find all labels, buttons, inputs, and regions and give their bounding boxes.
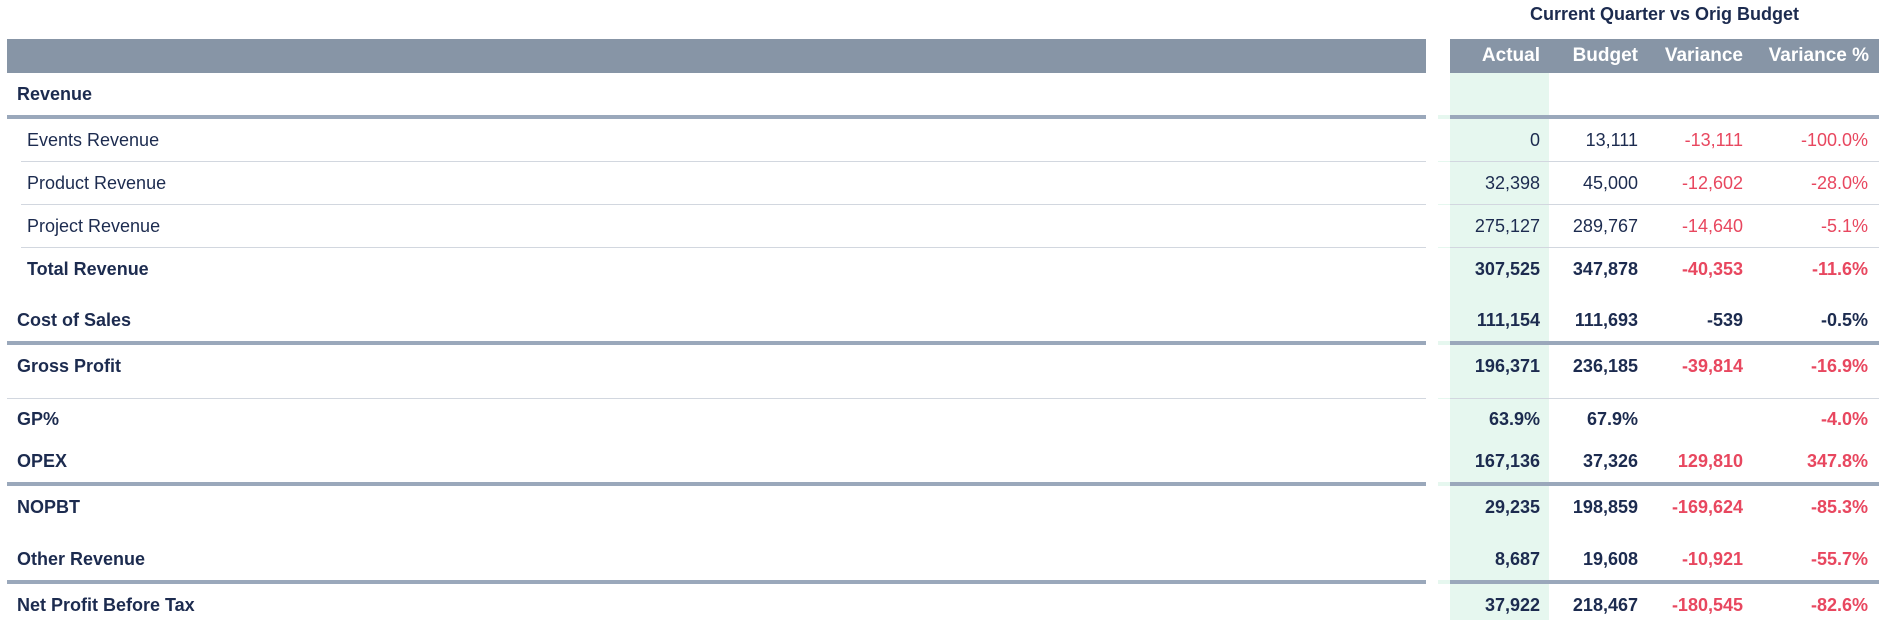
row-divider xyxy=(21,204,1426,205)
cell-actual: 37,922 xyxy=(1484,595,1540,615)
row-label: Other Revenue xyxy=(17,549,146,569)
cell-variance: -14,640 xyxy=(1681,216,1743,236)
table-row: Events Revenue 0 13,111 -13,111 -100.0% xyxy=(0,125,1890,155)
column-header-actual[interactable]: Actual xyxy=(1481,45,1540,66)
divider-gap xyxy=(1438,204,1450,205)
divider-gap xyxy=(1438,580,1450,584)
cell-actual: 275,127 xyxy=(1474,216,1540,236)
column-header-variance[interactable]: Variance xyxy=(1664,45,1743,66)
table-row: OPEX 167,136 37,326 129,810 347.8% xyxy=(0,446,1890,476)
cell-variance-pct: -11.6% xyxy=(1811,259,1868,279)
divider-gap xyxy=(1438,247,1450,248)
cell-actual: 8,687 xyxy=(1494,549,1540,569)
row-divider xyxy=(7,398,1426,399)
table-row: Product Revenue 32,398 45,000 -12,602 -28.0% xyxy=(0,168,1890,198)
cell-actual: 32,398 xyxy=(1484,173,1540,193)
row-label: Total Revenue xyxy=(27,259,149,279)
table-row: GP% 63.9% 67.9% -4.0% xyxy=(0,404,1890,434)
table-header-left xyxy=(7,39,1426,73)
divider-gap xyxy=(1438,482,1450,486)
column-header-budget[interactable]: Budget xyxy=(1572,45,1638,66)
row-label: OPEX xyxy=(17,451,68,471)
table-row: Cost of Sales 111,154 111,693 -539 -0.5% xyxy=(0,305,1890,335)
cell-actual: 167,136 xyxy=(1474,451,1540,471)
cell-variance: -40,353 xyxy=(1681,259,1743,279)
cell-variance: -169,624 xyxy=(1671,497,1743,517)
row-divider xyxy=(1450,398,1879,399)
row-label: Revenue xyxy=(17,84,93,104)
cell-variance: -10,921 xyxy=(1681,549,1743,569)
divider-gap xyxy=(1438,341,1450,345)
cell-actual: 63.9% xyxy=(1488,409,1540,429)
section-divider xyxy=(7,341,1426,345)
cell-budget: 347,878 xyxy=(1572,259,1638,279)
table-row: Net Profit Before Tax 37,922 218,467 -180,5… xyxy=(0,590,1890,620)
row-label: Project Revenue xyxy=(27,216,161,236)
table-row: Revenue xyxy=(0,79,1890,109)
section-divider xyxy=(1450,115,1879,119)
cell-variance-pct: -82.6% xyxy=(1810,595,1868,615)
row-label: Product Revenue xyxy=(27,173,167,193)
row-divider xyxy=(1450,247,1879,248)
table-row: NOPBT 29,235 198,859 -169,624 -85.3% xyxy=(0,492,1890,522)
cell-budget: 13,111 xyxy=(1585,130,1638,150)
section-divider xyxy=(1450,341,1879,345)
section-divider xyxy=(1450,580,1879,584)
divider-gap xyxy=(1438,115,1450,119)
cell-variance-pct: -0.5% xyxy=(1820,310,1868,330)
cell-variance: 129,810 xyxy=(1677,451,1743,471)
table-row: Project Revenue 275,127 289,767 -14,640 -5.1… xyxy=(0,211,1890,241)
row-label: Events Revenue xyxy=(27,130,160,150)
section-divider xyxy=(7,580,1426,584)
section-divider xyxy=(1450,482,1879,486)
table-row: Gross Profit 196,371 236,185 -39,814 -16.9% xyxy=(0,351,1890,381)
cell-actual: 29,235 xyxy=(1484,497,1540,517)
cell-variance: -13,111 xyxy=(1684,130,1743,150)
cell-variance-pct: -5.1% xyxy=(1820,216,1868,236)
cell-actual: 307,525 xyxy=(1474,259,1540,279)
cell-budget: 236,185 xyxy=(1572,356,1638,376)
actual-column-highlight xyxy=(1450,73,1549,620)
row-label: GP% xyxy=(17,409,60,429)
column-header-variance-pct[interactable]: Variance % xyxy=(1768,45,1869,66)
cell-variance-pct: -4.0% xyxy=(1820,409,1868,429)
cell-actual: 196,371 xyxy=(1474,356,1540,376)
cell-variance-pct: -85.3% xyxy=(1810,497,1868,517)
cell-budget: 111,693 xyxy=(1574,310,1638,330)
cell-budget: 45,000 xyxy=(1582,173,1638,193)
cell-variance-pct: 347.8% xyxy=(1806,451,1868,471)
divider-gap xyxy=(1438,398,1450,399)
table-row: Other Revenue 8,687 19,608 -10,921 -55.7% xyxy=(0,544,1890,574)
row-divider xyxy=(21,247,1426,248)
row-label: Cost of Sales xyxy=(17,310,132,330)
cell-variance: -39,814 xyxy=(1681,356,1743,376)
cell-variance-pct: -16.9% xyxy=(1810,356,1868,376)
cell-variance-pct: -28.0% xyxy=(1810,173,1868,193)
row-divider xyxy=(1450,204,1879,205)
section-divider xyxy=(7,482,1426,486)
cell-budget: 289,767 xyxy=(1572,216,1638,236)
cell-budget: 198,859 xyxy=(1572,497,1638,517)
cell-variance-pct: -100.0% xyxy=(1800,130,1868,150)
cell-variance: -12,602 xyxy=(1681,173,1743,193)
row-label: Net Profit Before Tax xyxy=(17,595,195,615)
divider-gap xyxy=(1438,161,1450,162)
cell-actual: 0 xyxy=(1529,130,1540,150)
cell-actual: 111,154 xyxy=(1476,310,1540,330)
cell-budget: 218,467 xyxy=(1572,595,1638,615)
cell-variance-pct: -55.7% xyxy=(1810,549,1868,569)
report-title: Current Quarter vs Orig Budget xyxy=(1529,4,1800,24)
section-divider xyxy=(7,115,1426,119)
cell-budget: 37,326 xyxy=(1582,451,1638,471)
cell-variance: -180,545 xyxy=(1671,595,1743,615)
table-header-right: Actual Budget Variance Variance % xyxy=(1450,39,1879,73)
row-divider xyxy=(1450,161,1879,162)
row-label: NOPBT xyxy=(17,497,80,517)
cell-budget: 67.9% xyxy=(1586,409,1638,429)
table-row: Total Revenue 307,525 347,878 -40,353 -11.6% xyxy=(0,254,1890,284)
cell-variance: -539 xyxy=(1706,310,1743,330)
cell-budget: 19,608 xyxy=(1582,549,1638,569)
row-label: Gross Profit xyxy=(17,356,122,376)
row-divider xyxy=(21,161,1426,162)
